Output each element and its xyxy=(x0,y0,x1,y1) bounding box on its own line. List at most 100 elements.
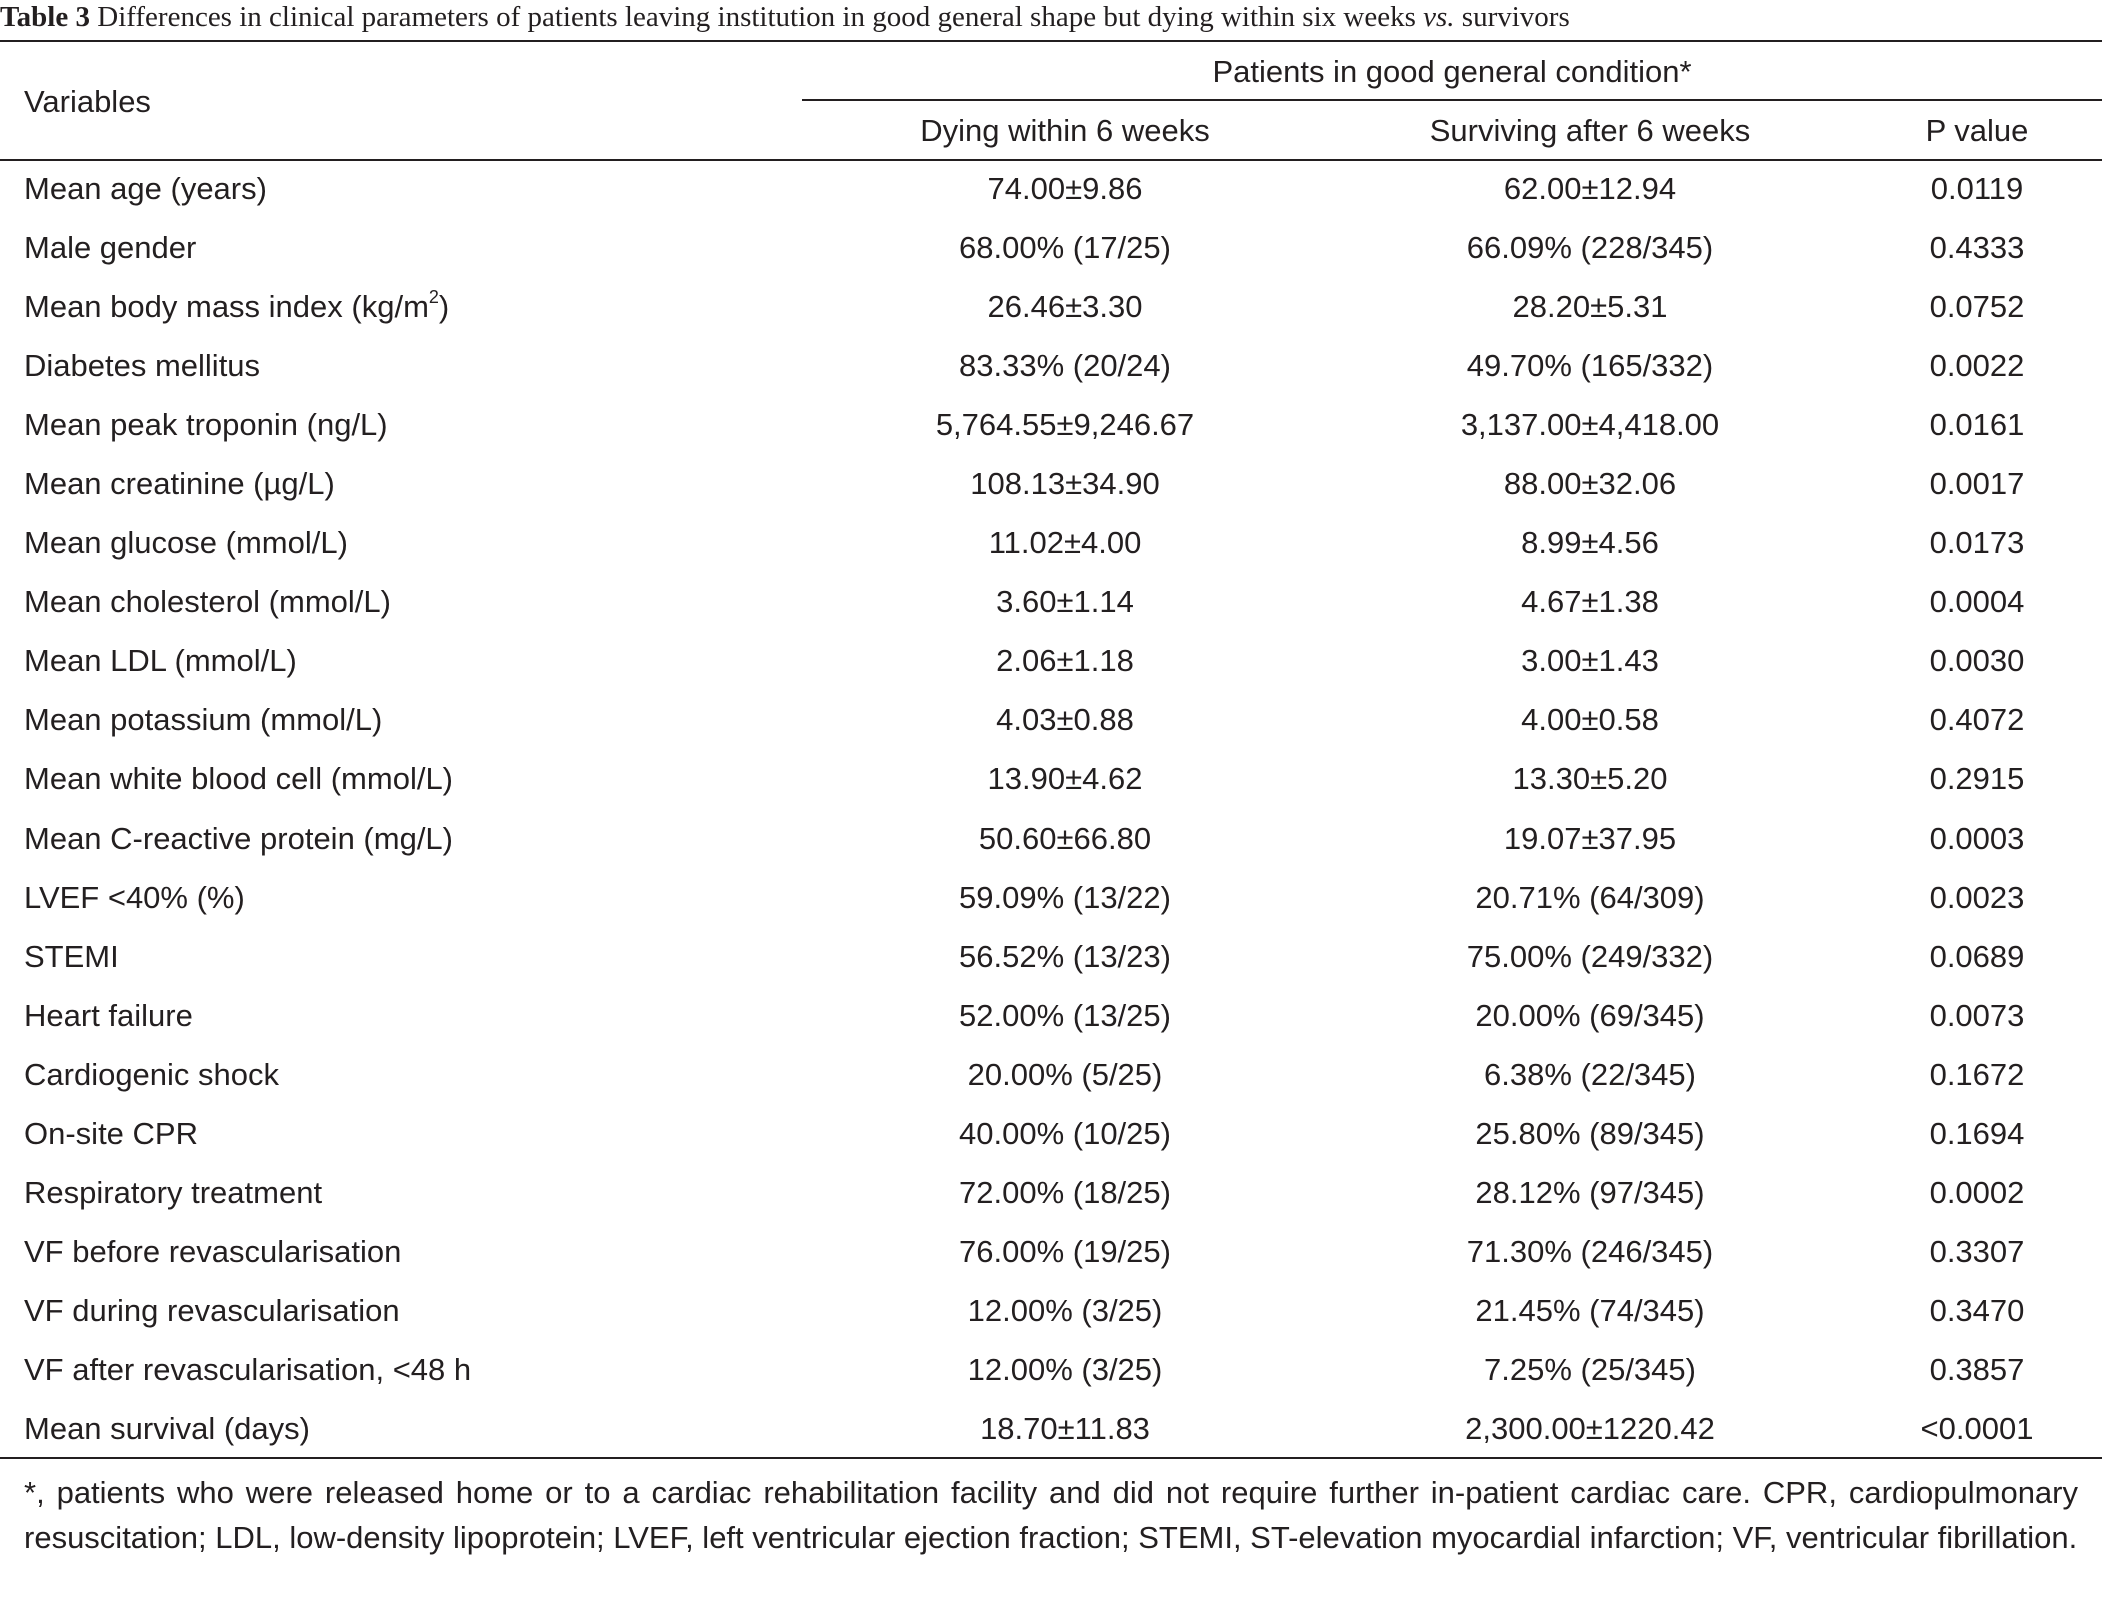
cell-variable: Mean potassium (mmol/L) xyxy=(24,693,382,752)
variable-name: Mean white blood cell (mmol/L) xyxy=(24,761,454,797)
cell-variable: Mean age (years) xyxy=(24,162,267,221)
table-row: LVEF <40% (%) 59.09% (13/22) 20.71% (64/30… xyxy=(0,871,2102,930)
table-row: VF before revascularisation 76.00% (19/25… xyxy=(0,1225,2102,1284)
cell-variable: Mean glucose (mmol/L) xyxy=(24,516,348,575)
caption-text-end: survivors xyxy=(1461,1,1570,33)
table-row: VF after revascularisation, <48 h 12.00% … xyxy=(0,1343,2102,1402)
cell-p-value: 0.0003 xyxy=(1929,820,2025,856)
header-surviving: Surviving after 6 weeks xyxy=(1429,113,1751,148)
cell-p-value: <0.0001 xyxy=(1920,1410,2034,1446)
variable-name: Mean body mass index (kg/m xyxy=(24,289,429,325)
header-variables: Variables xyxy=(24,84,151,119)
table-row: Mean cholesterol (mmol/L) 3.60±1.14 4.67±1… xyxy=(0,575,2102,634)
cell-surviving: 3,137.00±4,418.00 xyxy=(1460,407,1720,443)
variable-name: Mean age (years) xyxy=(24,171,267,206)
cell-dying: 50.60±66.80 xyxy=(978,820,1152,856)
variable-name: VF during revascularisation xyxy=(24,1292,400,1328)
variable-name: Mean LDL (mmol/L) xyxy=(24,643,297,679)
cell-surviving: 8.99±4.56 xyxy=(1521,525,1659,561)
variable-name: Mean cholesterol (mmol/L) xyxy=(24,584,391,620)
cell-p-value: 0.1694 xyxy=(1929,1115,2025,1151)
table-row: Diabetes mellitus 83.33% (20/24) 49.70% (1… xyxy=(0,339,2102,398)
cell-dying: 2.06±1.18 xyxy=(996,643,1134,679)
table-row: Mean white blood cell (mmol/L) 13.90±4.62… xyxy=(0,752,2102,811)
cell-p-value: 0.0752 xyxy=(1929,289,2025,325)
cell-p-value: 0.0030 xyxy=(1929,643,2025,679)
cell-surviving: 4.00±0.58 xyxy=(1521,702,1659,738)
cell-surviving: 20.71% (64/309) xyxy=(1475,879,1705,915)
table-row: On-site CPR 40.00% (10/25) 25.80% (89/345)… xyxy=(0,1107,2102,1166)
variable-superscript: 2 xyxy=(428,286,439,307)
cell-variable: Mean body mass index (kg/m2) xyxy=(24,280,449,339)
table-row: Heart failure 52.00% (13/25) 20.00% (69/34… xyxy=(0,989,2102,1048)
cell-dying: 3.60±1.14 xyxy=(996,584,1134,620)
cell-surviving: 66.09% (228/345) xyxy=(1466,230,1714,266)
cell-dying: 26.46±3.30 xyxy=(987,289,1143,325)
cell-dying: 52.00% (13/25) xyxy=(959,997,1171,1033)
cell-variable: Mean cholesterol (mmol/L) xyxy=(24,575,391,634)
variable-name: Mean peak troponin (ng/L) xyxy=(24,407,388,443)
variable-name: Mean potassium (mmol/L) xyxy=(24,702,383,738)
cell-surviving: 28.20±5.31 xyxy=(1512,289,1668,325)
table-body: Mean age (years) 74.00±9.86 62.00±12.94 0.0… xyxy=(0,162,2102,1461)
cell-p-value: 0.0002 xyxy=(1929,1174,2025,1210)
table-top-rule xyxy=(0,40,2102,42)
cell-p-value: 0.0161 xyxy=(1929,407,2025,443)
cell-dying: 12.00% (3/25) xyxy=(967,1292,1163,1328)
variable-name: VF after revascularisation, <48 h xyxy=(24,1351,472,1387)
cell-surviving: 7.25% (25/345) xyxy=(1484,1351,1696,1387)
cell-variable: Mean creatinine (µg/L) xyxy=(24,457,335,516)
cell-surviving: 28.12% (97/345) xyxy=(1475,1174,1705,1210)
table-row: Mean C-reactive protein (mg/L) 50.60±66.8… xyxy=(0,812,2102,871)
cell-p-value: 0.0119 xyxy=(1930,171,2024,206)
cell-surviving: 75.00% (249/332) xyxy=(1466,938,1714,974)
cell-p-value: 0.0017 xyxy=(1929,466,2025,502)
cell-surviving: 49.70% (165/332) xyxy=(1466,348,1714,384)
table-row: Mean age (years) 74.00±9.86 62.00±12.94 0.0… xyxy=(0,162,2102,221)
cell-variable: STEMI xyxy=(24,930,119,989)
cell-variable: Male gender xyxy=(24,221,196,280)
variable-name: Mean creatinine (µg/L) xyxy=(24,466,335,502)
cell-variable: VF before revascularisation xyxy=(24,1225,401,1284)
cell-variable: VF after revascularisation, <48 h xyxy=(24,1343,471,1402)
table-row: Mean body mass index (kg/m2) 26.46±3.30 28… xyxy=(0,280,2102,339)
header-group-rule xyxy=(802,99,2102,101)
cell-surviving: 4.67±1.38 xyxy=(1521,584,1659,620)
cell-variable: Mean C-reactive protein (mg/L) xyxy=(24,812,453,871)
cell-variable: On-site CPR xyxy=(24,1107,198,1166)
cell-dying: 83.33% (20/24) xyxy=(959,348,1171,384)
cell-variable: Respiratory treatment xyxy=(24,1166,322,1225)
cell-dying: 76.00% (19/25) xyxy=(959,1233,1171,1269)
cell-p-value: 0.0073 xyxy=(1929,997,2025,1033)
table-header-rule xyxy=(0,159,2102,161)
cell-surviving: 2,300.00±1220.42 xyxy=(1465,1410,1715,1446)
cell-dying: 4.03±0.88 xyxy=(996,702,1134,738)
variable-suffix: ) xyxy=(438,289,450,325)
header-p-value: P value xyxy=(1925,113,2029,148)
cell-dying: 56.52% (13/23) xyxy=(959,938,1171,974)
variable-name: Respiratory treatment xyxy=(24,1174,323,1210)
cell-variable: VF during revascularisation xyxy=(24,1284,400,1343)
variable-name: On-site CPR xyxy=(24,1115,198,1151)
variable-name: STEMI xyxy=(24,938,119,974)
cell-variable: Mean peak troponin (ng/L) xyxy=(24,398,388,457)
cell-variable: Heart failure xyxy=(24,989,193,1048)
variable-name: Diabetes mellitus xyxy=(24,348,261,384)
variable-name: Mean survival (days) xyxy=(24,1410,310,1446)
cell-dying: 20.00% (5/25) xyxy=(967,1056,1163,1092)
cell-dying: 72.00% (18/25) xyxy=(959,1174,1171,1210)
cell-surviving: 6.38% (22/345) xyxy=(1484,1056,1696,1092)
table-label: Table 3 xyxy=(0,1,90,33)
cell-p-value: 0.1672 xyxy=(1929,1056,2025,1092)
cell-dying: 68.00% (17/25) xyxy=(959,230,1171,266)
variable-name: Male gender xyxy=(24,230,197,266)
cell-surviving: 3.00±1.43 xyxy=(1521,643,1659,679)
table-row: VF during revascularisation 12.00% (3/25)… xyxy=(0,1284,2102,1343)
table-footnote: *, patients who were released home or to… xyxy=(24,1475,2078,1555)
cell-dying: 74.00±9.86 xyxy=(987,171,1143,206)
header-dying: Dying within 6 weeks xyxy=(920,113,1210,148)
table-row: Mean glucose (mmol/L) 11.02±4.00 8.99±4.56… xyxy=(0,516,2102,575)
cell-variable: LVEF <40% (%) xyxy=(24,871,245,930)
table-row: Mean LDL (mmol/L) 2.06±1.18 3.00±1.43 0.003… xyxy=(0,634,2102,693)
cell-dying: 40.00% (10/25) xyxy=(959,1115,1171,1151)
